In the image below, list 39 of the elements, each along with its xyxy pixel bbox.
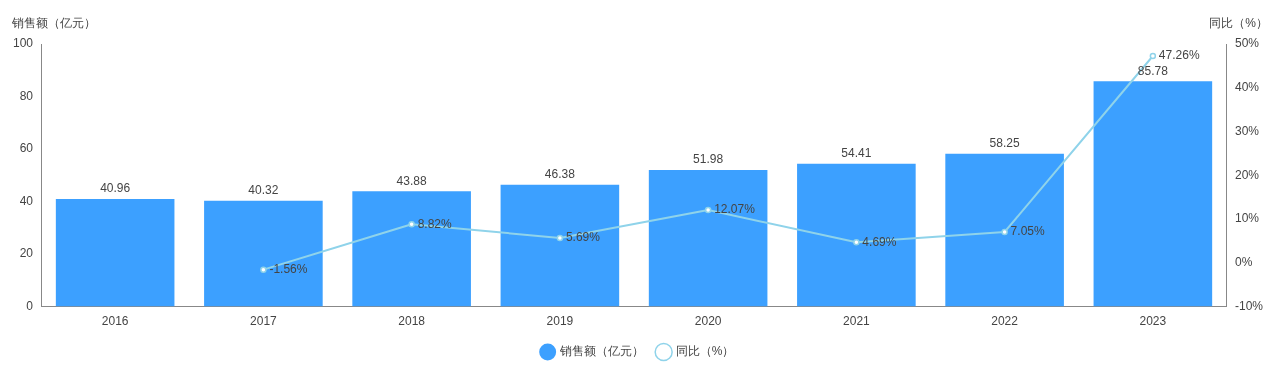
x-tick-label: 2018 xyxy=(398,314,426,329)
data-label: 43.88 xyxy=(396,173,427,188)
y2-tick-label: 50% xyxy=(1234,36,1260,51)
y2-axis-title: 同比（%） xyxy=(1209,16,1268,31)
data-label: 7.05% xyxy=(1010,224,1045,239)
y-tick-label: 60 xyxy=(19,141,34,156)
data-label: 5.69% xyxy=(565,230,601,245)
x-tick-label: 2017 xyxy=(250,314,278,329)
data-label: 4.69% xyxy=(862,234,897,249)
x-tick-label: 2016 xyxy=(101,314,129,329)
data-label: 46.38 xyxy=(544,167,576,182)
y-tick-label: 100 xyxy=(12,36,34,51)
data-label: 40.32 xyxy=(248,183,279,198)
data-label: 40.96 xyxy=(100,181,131,196)
y-tick-label: 40 xyxy=(19,193,34,208)
x-tick-label: 2020 xyxy=(694,314,722,329)
data-label: 12.07% xyxy=(714,202,756,217)
y-axis-title: 销售额（亿元） xyxy=(11,16,96,31)
y2-tick-label: -10% xyxy=(1234,298,1264,313)
x-tick-label: 2019 xyxy=(546,314,574,329)
y-tick-label: 20 xyxy=(19,246,34,261)
y2-tick-label: 0% xyxy=(1234,255,1253,270)
x-tick-label: 2021 xyxy=(843,314,871,329)
data-label: 8.82% xyxy=(417,216,452,231)
y2-tick-label: 40% xyxy=(1234,80,1260,95)
y2-tick-label: 30% xyxy=(1234,123,1260,138)
y-tick-label: 0 xyxy=(26,298,34,313)
data-label: 58.25 xyxy=(989,135,1020,150)
y2-tick-label: 10% xyxy=(1234,211,1260,226)
legend-label: 销售额（亿元） xyxy=(558,344,644,359)
y-tick-label: 80 xyxy=(19,88,34,103)
data-label: 51.98 xyxy=(693,152,724,167)
y2-tick-label: 20% xyxy=(1234,167,1260,182)
data-label: -1.56% xyxy=(269,261,308,276)
data-label: 47.26% xyxy=(1158,48,1200,63)
x-tick-label: 2022 xyxy=(991,314,1019,329)
data-label: 54.41 xyxy=(841,146,872,161)
x-tick-label: 2023 xyxy=(1139,314,1167,329)
legend-label: 同比（%） xyxy=(675,344,735,359)
